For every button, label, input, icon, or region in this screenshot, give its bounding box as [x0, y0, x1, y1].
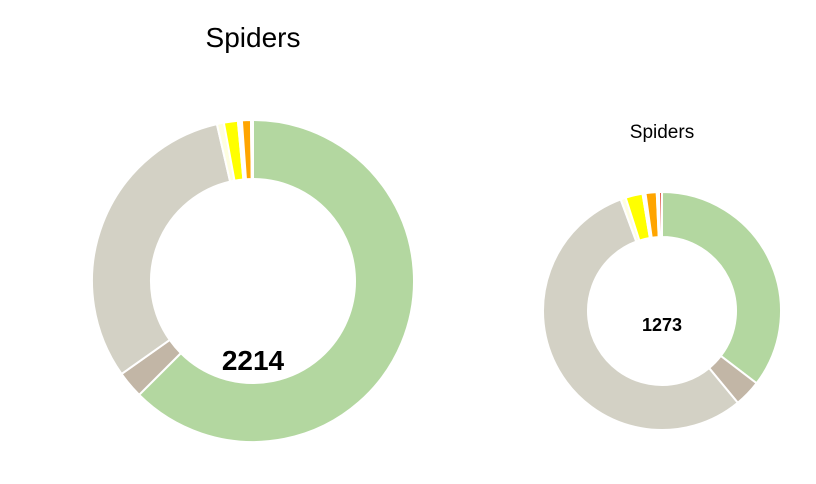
- small-donut-slice-9: [657, 190, 663, 239]
- large-donut-slice-1: [137, 118, 415, 443]
- large-chart-total: 2214: [222, 345, 285, 376]
- small-donut-slice-1: [661, 190, 782, 385]
- large-donut-slice-8: [249, 118, 254, 181]
- large-donut-slice-3: [91, 122, 232, 376]
- small-donut-slice-3: [542, 198, 740, 431]
- donut-chart-small: Spiders 1273: [542, 122, 782, 431]
- large-donut-slices: [91, 118, 415, 443]
- donut-chart-large: Spiders 2214: [91, 22, 415, 443]
- large-chart-title: Spiders: [206, 22, 301, 53]
- small-donut-slices: [542, 190, 782, 431]
- small-chart-total: 1273: [642, 315, 682, 335]
- small-chart-title: Spiders: [630, 122, 694, 143]
